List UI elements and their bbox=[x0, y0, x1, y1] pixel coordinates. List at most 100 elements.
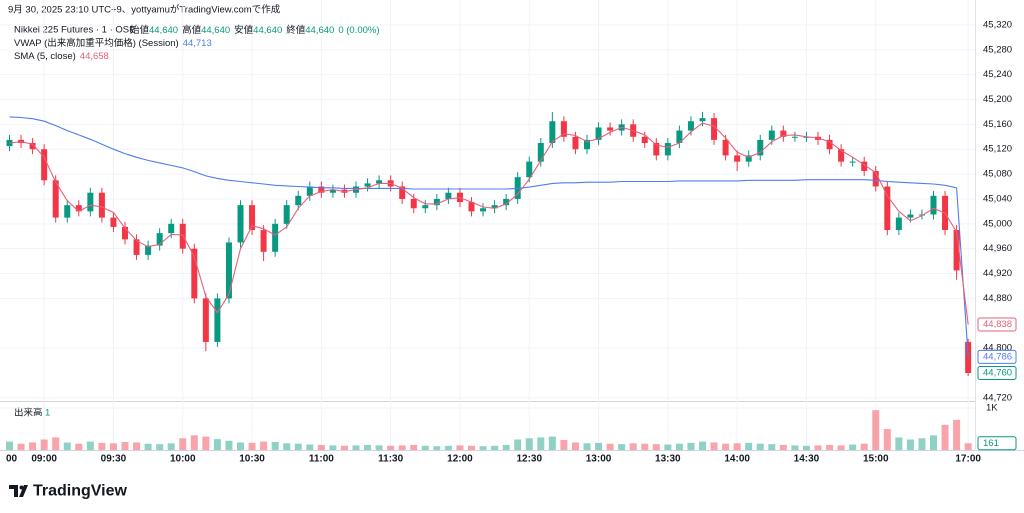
y-tick-label: 44,920 bbox=[983, 268, 1012, 279]
volume-bar bbox=[826, 444, 834, 450]
series-last-label-box bbox=[977, 317, 1017, 332]
x-tick-label: 17:00 bbox=[955, 454, 981, 465]
volume-bar bbox=[387, 445, 395, 450]
x-tick-label: 10:30 bbox=[239, 454, 265, 465]
volume-bar bbox=[571, 442, 579, 450]
candle-body bbox=[110, 217, 117, 227]
y-tick-label: 45,160 bbox=[983, 119, 1012, 130]
volume-bar bbox=[133, 442, 141, 450]
close-last-label: 44,760 bbox=[983, 368, 1012, 379]
candle-body bbox=[202, 298, 209, 342]
candle-body bbox=[168, 223, 175, 234]
volume-bar bbox=[814, 445, 822, 450]
candle-body bbox=[480, 208, 487, 212]
candle-body bbox=[156, 233, 163, 246]
volume-bar bbox=[583, 443, 591, 450]
candle-body bbox=[52, 180, 59, 218]
candle-body bbox=[537, 142, 544, 162]
y-tick-label: 45,200 bbox=[983, 94, 1012, 105]
volume-bar bbox=[433, 446, 441, 450]
volume-bar bbox=[883, 429, 891, 450]
candle-body bbox=[653, 142, 660, 156]
candle-body bbox=[87, 192, 94, 212]
candle-body bbox=[491, 205, 498, 209]
candle-body bbox=[826, 139, 833, 150]
x-tick-label: 15:00 bbox=[863, 454, 889, 465]
volume-bar bbox=[468, 445, 475, 450]
series-legend: VWAP (出来高加重平均価格) (Session) 44,713 bbox=[14, 37, 212, 49]
candle-body bbox=[953, 230, 960, 271]
volume-bar bbox=[514, 439, 522, 450]
legend-ohlc-label: 始値 bbox=[130, 24, 150, 36]
candle-body bbox=[364, 183, 371, 187]
candle-body bbox=[584, 139, 590, 150]
volume-bar bbox=[271, 442, 279, 450]
volume-bar bbox=[756, 443, 764, 450]
volume-bar bbox=[444, 445, 452, 450]
candle-body bbox=[849, 161, 856, 163]
legend-ohlc-label: 安値 bbox=[234, 24, 254, 36]
volume-bar bbox=[502, 444, 510, 450]
volume-last-label: 161 bbox=[983, 438, 999, 449]
y-tick-label: 45,120 bbox=[983, 144, 1012, 155]
logo-dot bbox=[19, 485, 24, 490]
volume-bar bbox=[63, 442, 71, 450]
candle-body bbox=[607, 127, 614, 131]
volume-last-label-box bbox=[977, 436, 1017, 451]
candle-body bbox=[237, 205, 244, 243]
series-legend-value: 44,713 bbox=[183, 38, 212, 49]
y-tick-label: 44,800 bbox=[983, 343, 1012, 354]
volume-bar bbox=[791, 445, 799, 450]
volume-bar bbox=[618, 444, 626, 450]
volume-bar bbox=[872, 410, 880, 450]
volume-bar bbox=[710, 442, 718, 450]
volume-bar bbox=[283, 443, 291, 450]
volume-tick-label: 1K bbox=[986, 403, 998, 414]
series-name: SMA (5, close) bbox=[14, 51, 76, 62]
candle-body bbox=[329, 189, 336, 193]
volume-bar bbox=[190, 435, 198, 450]
volume-bar bbox=[687, 442, 695, 450]
candle-body bbox=[918, 214, 925, 216]
volume-bar bbox=[733, 443, 741, 450]
candle-body bbox=[734, 155, 741, 162]
legend-title: Nikkei 225 Futures · 1 · OSE bbox=[14, 25, 135, 36]
candle-body bbox=[664, 142, 671, 156]
volume-bar bbox=[548, 436, 556, 450]
candle-body bbox=[907, 214, 914, 218]
candle-body bbox=[780, 130, 787, 137]
y-tick-label: 45,280 bbox=[983, 44, 1012, 55]
indicator-line bbox=[9, 116, 969, 357]
volume-bar bbox=[675, 443, 683, 450]
volume-bar bbox=[179, 438, 187, 450]
volume-bar bbox=[560, 439, 568, 450]
y-tick-label: 44,960 bbox=[983, 243, 1012, 254]
candle-body bbox=[595, 127, 602, 140]
legend-ohlc-value: 44,640 bbox=[201, 25, 230, 36]
series-name: VWAP (出来高加重平均価格) (Session) bbox=[14, 37, 179, 49]
volume-bar bbox=[537, 437, 545, 450]
volume-bar bbox=[364, 444, 372, 450]
volume-bar bbox=[699, 441, 706, 450]
candle-body bbox=[872, 170, 879, 187]
x-tick-label: 11:30 bbox=[378, 454, 403, 465]
volume-bar bbox=[595, 442, 603, 450]
volume-bar bbox=[918, 438, 926, 450]
candle-body bbox=[422, 205, 429, 209]
volume-bar bbox=[75, 443, 83, 450]
volume-bar bbox=[930, 435, 937, 450]
candle-body bbox=[122, 226, 128, 240]
volume-bar bbox=[375, 445, 383, 450]
volume-bar bbox=[768, 444, 776, 450]
volume-bar bbox=[652, 444, 660, 450]
x-tick-label: 13:00 bbox=[586, 454, 612, 465]
volume-bar bbox=[225, 440, 233, 450]
candle-body bbox=[191, 248, 198, 299]
volume-bar bbox=[86, 441, 94, 450]
candle-body bbox=[722, 139, 729, 156]
candle-body bbox=[318, 186, 325, 193]
candle-body bbox=[133, 239, 140, 255]
volume-bar bbox=[260, 441, 268, 450]
series-legend: SMA (5, close) 44,658 bbox=[14, 51, 109, 62]
x-tick-label: 09:30 bbox=[101, 454, 127, 465]
